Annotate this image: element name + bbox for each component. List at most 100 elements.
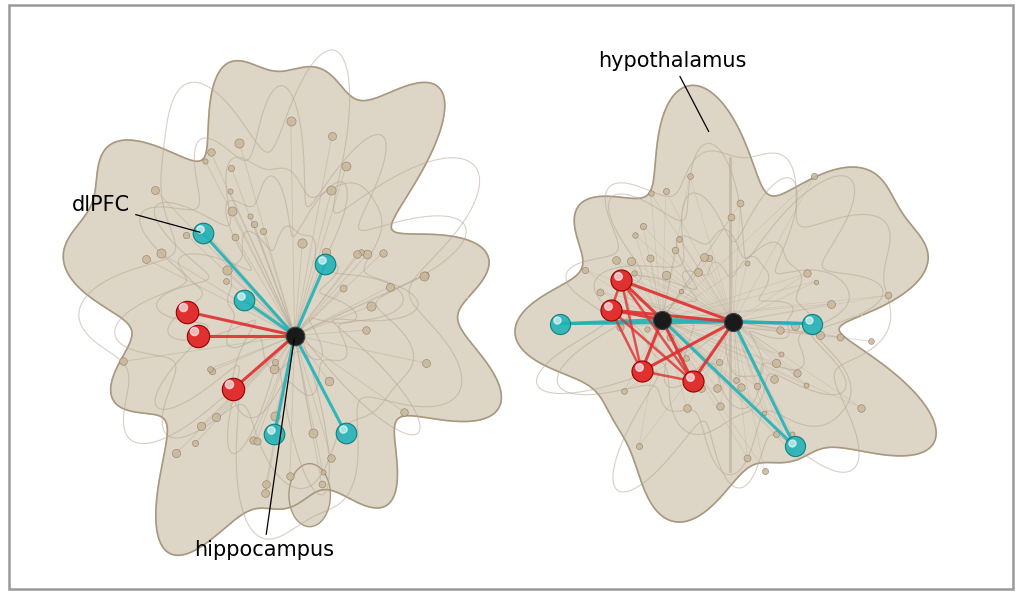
Point: [710, 357, 727, 366]
Point: [666, 245, 683, 255]
Point: [804, 319, 821, 328]
Point: [712, 401, 729, 410]
Point: [191, 224, 207, 233]
Point: [678, 353, 694, 362]
Point: [654, 315, 670, 324]
Point: [783, 446, 799, 456]
Point: [787, 441, 803, 451]
Point: [305, 428, 321, 438]
Point: [223, 163, 239, 173]
Point: [726, 317, 742, 327]
Polygon shape: [515, 86, 936, 522]
Point: [350, 249, 366, 259]
Point: [147, 185, 164, 195]
Point: [267, 412, 283, 421]
Point: [314, 479, 330, 488]
Point: [338, 162, 355, 171]
Point: [138, 254, 154, 264]
Point: [248, 437, 265, 446]
Point: [224, 206, 240, 215]
Point: [321, 377, 337, 386]
Ellipse shape: [289, 464, 330, 527]
Point: [552, 319, 568, 328]
Point: [679, 403, 695, 412]
Point: [323, 186, 339, 195]
Point: [610, 271, 626, 281]
Point: [203, 366, 220, 375]
Point: [286, 331, 303, 340]
Point: [267, 358, 283, 367]
Point: [266, 429, 282, 439]
Point: [798, 268, 815, 278]
Point: [612, 322, 629, 331]
Point: [631, 362, 647, 372]
Point: [242, 211, 259, 220]
Point: [685, 377, 701, 386]
Point: [806, 172, 823, 181]
Point: [353, 248, 369, 257]
Point: [324, 131, 340, 141]
Point: [235, 295, 251, 305]
Point: [786, 321, 802, 330]
Point: [221, 380, 237, 389]
Point: [811, 330, 828, 339]
Point: [670, 234, 687, 244]
Point: [669, 346, 686, 356]
Point: [187, 438, 203, 448]
Point: [600, 301, 616, 311]
Point: [374, 248, 390, 258]
Point: [198, 228, 215, 237]
Point: [784, 438, 800, 447]
Point: [643, 188, 659, 197]
Point: [185, 326, 201, 336]
Point: [381, 282, 398, 291]
Point: [244, 435, 261, 444]
Point: [396, 407, 412, 416]
Point: [673, 356, 690, 365]
Point: [337, 428, 354, 438]
Point: [749, 381, 765, 391]
Point: [231, 138, 247, 147]
Point: [317, 260, 333, 269]
Point: [701, 253, 717, 263]
Point: [608, 255, 624, 265]
Point: [784, 429, 800, 439]
Point: [315, 467, 331, 477]
Point: [294, 239, 311, 248]
Point: [246, 219, 263, 229]
Point: [258, 480, 274, 489]
Point: [201, 364, 218, 374]
Point: [768, 429, 784, 439]
Point: [266, 364, 282, 374]
Point: [549, 315, 565, 325]
Point: [756, 409, 773, 418]
Point: [708, 383, 725, 392]
Point: [739, 453, 755, 462]
Point: [227, 232, 243, 241]
Point: [801, 315, 818, 325]
Point: [334, 283, 351, 292]
Point: [222, 187, 238, 196]
Point: [258, 488, 274, 498]
Point: [672, 286, 689, 295]
Point: [418, 358, 434, 368]
Point: [612, 270, 629, 279]
Point: [263, 425, 279, 435]
Point: [415, 271, 431, 281]
Point: [178, 230, 194, 239]
Point: [613, 276, 630, 285]
Point: [417, 270, 433, 279]
Polygon shape: [63, 61, 502, 555]
Point: [189, 331, 205, 340]
Point: [628, 230, 644, 240]
Point: [635, 221, 651, 230]
Point: [863, 336, 879, 346]
Point: [592, 287, 608, 297]
Point: [616, 387, 633, 396]
Point: [732, 198, 748, 208]
Point: [359, 249, 375, 258]
Point: [232, 291, 248, 301]
Point: [789, 368, 805, 378]
Point: [634, 366, 650, 376]
Point: [282, 472, 298, 481]
